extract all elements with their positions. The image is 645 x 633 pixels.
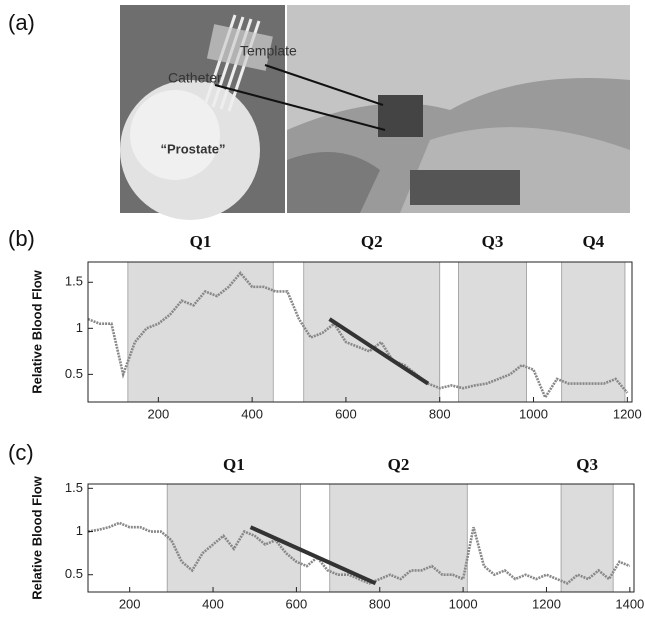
x-tick-label: 200 <box>147 406 169 421</box>
x-tick-label: 800 <box>429 406 451 421</box>
region-label: Q1 <box>190 232 212 251</box>
panel-label: (b) <box>8 226 35 251</box>
label: “Prostate” <box>160 141 225 156</box>
region <box>166 483 301 593</box>
label: Template <box>240 43 297 59</box>
y-tick-label: 1 <box>76 523 83 538</box>
plot-frame <box>87 483 635 593</box>
x-tick-label: 600 <box>286 596 308 611</box>
illustration: Template Catheter “Prostate” <box>120 5 630 220</box>
label: Catheter <box>168 70 222 86</box>
region-label: Q4 <box>582 232 604 251</box>
x-tick-label: 1200 <box>613 406 642 421</box>
y-tick-label: 1.5 <box>65 480 83 495</box>
x-tick-label: 800 <box>369 596 391 611</box>
plot-frame <box>87 261 633 403</box>
region-label: Q2 <box>388 455 410 474</box>
y-axis-label: Relative Blood Flow <box>29 269 44 393</box>
panel-label: (c) <box>8 440 34 465</box>
region-label: Q1 <box>223 455 245 474</box>
data-line <box>87 271 629 401</box>
x-tick-label: 600 <box>335 406 357 421</box>
data-line <box>87 521 631 585</box>
trend-line <box>249 525 377 586</box>
x-tick-label: 400 <box>241 406 263 421</box>
x-tick-label: 400 <box>202 596 224 611</box>
x-tick-label: 1000 <box>449 596 478 611</box>
x-tick-label: 1200 <box>532 596 561 611</box>
trend-line <box>328 317 430 386</box>
y-axis-label: Relative Blood Flow <box>29 475 44 599</box>
region <box>303 261 441 403</box>
y-tick-label: 0.5 <box>65 366 83 381</box>
x-tick-label: 200 <box>119 596 141 611</box>
x-tick-label: 1400 <box>615 596 644 611</box>
y-tick-label: 1.5 <box>65 274 83 289</box>
region-label: Q3 <box>576 455 598 474</box>
region-label: Q2 <box>361 232 383 251</box>
y-tick-label: 0.5 <box>65 566 83 581</box>
panel-label: (a) <box>8 10 35 35</box>
region <box>127 261 274 403</box>
x-tick-label: 1000 <box>519 406 548 421</box>
y-tick-label: 1 <box>76 320 83 335</box>
region-label: Q3 <box>482 232 504 251</box>
region <box>561 261 626 403</box>
region <box>458 261 527 403</box>
